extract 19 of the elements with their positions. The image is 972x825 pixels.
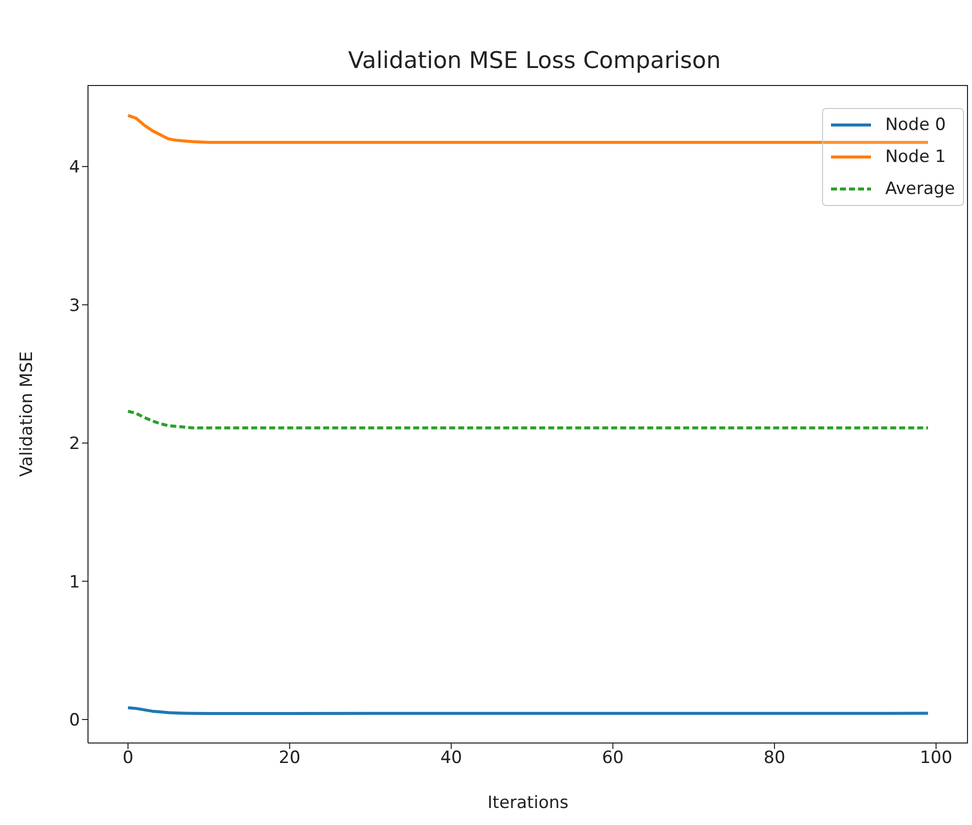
y-axis-title: Validation MSE bbox=[17, 351, 38, 477]
x-tick-label: 80 bbox=[764, 748, 786, 768]
x-tick-label: 60 bbox=[602, 748, 624, 768]
chart-title: Validation MSE Loss Comparison bbox=[347, 48, 722, 74]
y-tick-label: 2 bbox=[69, 434, 80, 454]
legend-label: Node 1 bbox=[885, 146, 946, 169]
line-series bbox=[126, 410, 930, 430]
y-tick-label: 0 bbox=[69, 710, 80, 731]
x-tick-label: 40 bbox=[440, 748, 462, 768]
line-series bbox=[126, 114, 930, 144]
x-axis-title: Iterations bbox=[488, 793, 569, 813]
x-tick-label: 100 bbox=[920, 748, 952, 768]
y-tick-label: 1 bbox=[69, 572, 80, 592]
x-tick-label: 20 bbox=[278, 748, 300, 768]
legend-label: Node 0 bbox=[885, 114, 946, 137]
x-tick-label: 0 bbox=[122, 748, 134, 768]
legend-label: Average bbox=[885, 178, 955, 201]
y-tick-label: 3 bbox=[69, 296, 80, 316]
y-tick-label: 4 bbox=[69, 158, 80, 178]
